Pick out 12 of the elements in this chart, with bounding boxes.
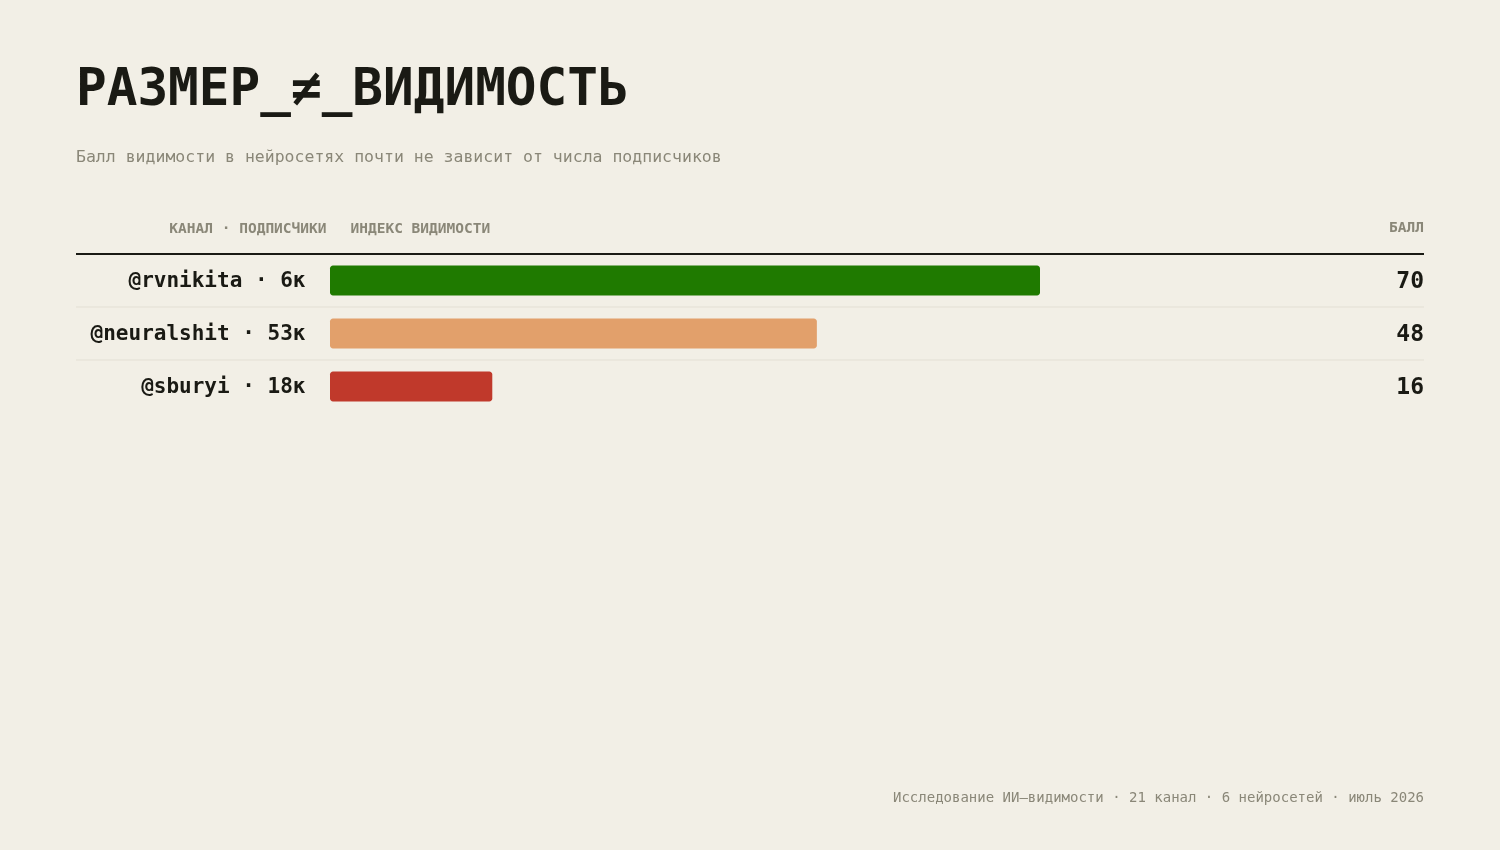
y-tick-label: @sburyi · 18к [141, 373, 306, 398]
text: БАЛЛ [1389, 219, 1424, 235]
chart-title: РАЗМЕР_≠_ВИДИМОСТЬ [76, 57, 629, 117]
y-tick-label: @rvnikita · 6к [128, 267, 306, 292]
chart-subtitle: Балл видимости в нейросетях почти не зависит от числа подписчиков [76, 146, 722, 166]
text: Исследование ИИ–видимости · 21 канал · 6 нейросетей · июль 2026 [892, 789, 1424, 805]
y-tick-label: @neuralshit · 53к [90, 320, 306, 345]
data-label: 48 [1396, 319, 1424, 346]
y-axis-title: КАНАЛ · ПОДПИСЧИКИ [169, 219, 327, 236]
data-label: 70 [1396, 266, 1424, 293]
data-label: 16 [1396, 372, 1424, 399]
x-axis-title: ИНДЕКС ВИДИМОСТИ [350, 219, 491, 236]
